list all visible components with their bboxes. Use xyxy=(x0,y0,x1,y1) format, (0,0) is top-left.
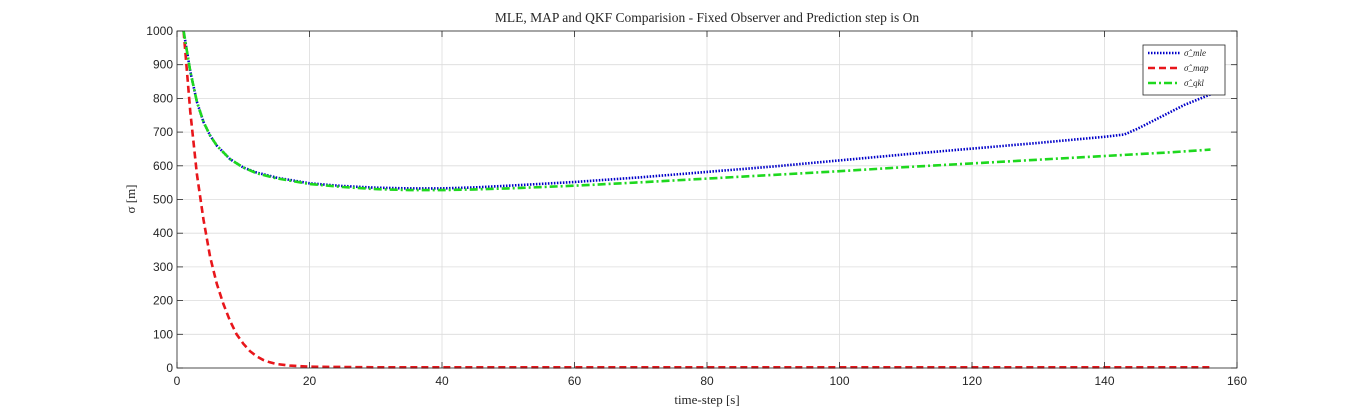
x-tick-label: 0 xyxy=(174,374,181,388)
x-tick-label: 160 xyxy=(1227,374,1247,388)
axis-ticks xyxy=(176,30,1238,369)
x-tick-label: 80 xyxy=(700,374,714,388)
x-tick-label: 140 xyxy=(1094,374,1114,388)
legend-label: σ̂_qkl xyxy=(1184,78,1204,88)
series-line-2 xyxy=(182,30,1211,192)
y-tick-label: 400 xyxy=(153,226,173,240)
y-axis-title: σ [m] xyxy=(123,184,138,213)
y-tick-labels: 0 100 200 300 400 500 600 700 800 900 1000 xyxy=(146,24,173,375)
legend-box xyxy=(1142,44,1226,96)
x-tick-label: 20 xyxy=(303,374,317,388)
y-tick-label: 900 xyxy=(153,58,173,72)
legend-label: σ̂_map xyxy=(1184,63,1209,73)
legend: σ̂_mle σ̂_map σ̂_qkl xyxy=(1142,44,1226,96)
x-tick-label: 40 xyxy=(435,374,449,388)
x-axis-title: time-step [s] xyxy=(674,392,739,407)
y-tick-label: 0 xyxy=(166,361,173,375)
legend-label: σ̂_mle xyxy=(1184,48,1206,58)
y-tick-label: 600 xyxy=(153,159,173,173)
y-tick-label: 200 xyxy=(153,294,173,308)
x-tick-label: 120 xyxy=(962,374,982,388)
y-tick-label: 1000 xyxy=(146,24,173,38)
y-tick-label: 100 xyxy=(153,327,173,341)
series-layer xyxy=(182,30,1211,369)
series-line-1 xyxy=(182,30,1211,369)
y-tick-label: 700 xyxy=(153,125,173,139)
x-tick-label: 60 xyxy=(568,374,582,388)
chart-title: MLE, MAP and QKF Comparision - Fixed Obs… xyxy=(495,10,920,25)
x-tick-label: 100 xyxy=(829,374,849,388)
series-line-0 xyxy=(182,30,1211,190)
y-tick-label: 500 xyxy=(153,193,173,207)
x-tick-labels: 0 20 40 60 80 100 120 140 160 xyxy=(174,374,1248,388)
y-tick-label: 300 xyxy=(153,260,173,274)
y-tick-label: 800 xyxy=(153,91,173,105)
